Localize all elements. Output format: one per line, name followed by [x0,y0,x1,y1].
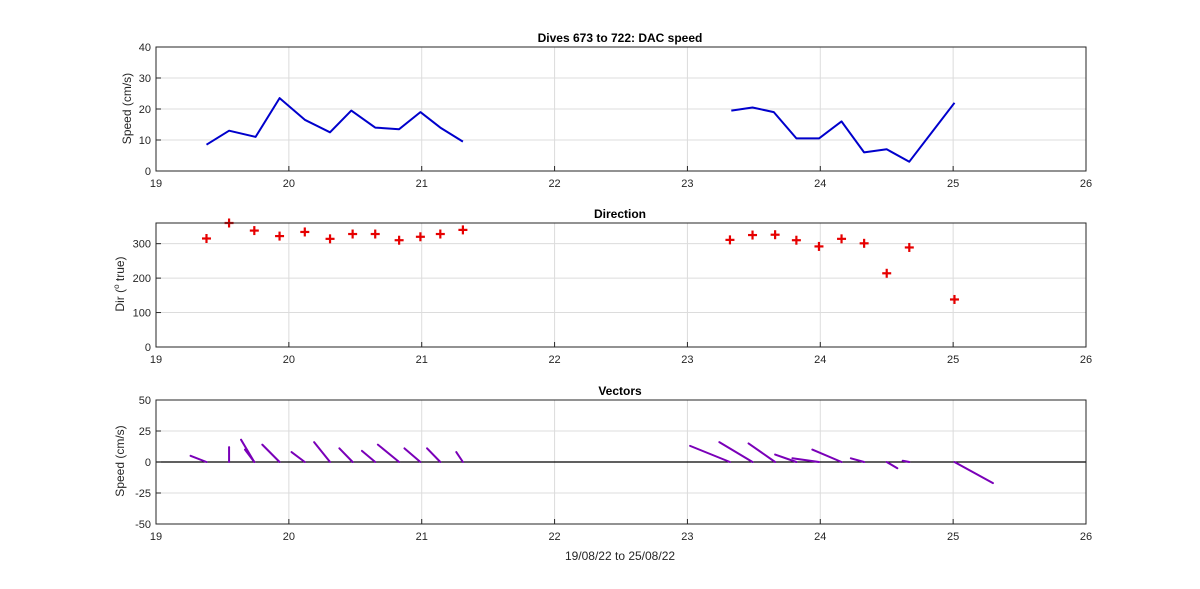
vectors-xlabel: 19/08/22 to 25/08/22 [565,549,675,563]
vector-stick [376,443,401,463]
x-tick-label: 23 [681,354,693,366]
speed-ylabel: Speed (cm/s) [120,73,134,144]
x-tick-label: 22 [548,178,560,190]
y-tick-label: 300 [133,239,151,251]
vector-stick [689,444,731,463]
y-tick-label: 0 [145,457,151,469]
vector-stick [953,461,994,485]
direction-point [949,294,959,304]
y-tick-label: -25 [135,488,151,500]
direction-point [837,234,847,244]
speed-line-segment-1 [205,97,464,146]
x-tick-label: 19 [150,178,162,190]
y-tick-label: 50 [139,395,151,407]
direction-point [394,235,404,245]
direction-point [458,225,468,235]
vector-stick [360,449,377,463]
speed-panel: Dives 673 to 722: DAC speed Speed (cm/s)… [120,31,1092,190]
vector-stick [811,448,843,463]
vector-stick [901,459,911,463]
axes-box [155,222,1087,348]
y-tick-label: 200 [133,273,151,285]
x-tick-label: 19 [150,531,162,543]
x-tick-label: 24 [814,178,826,190]
x-tick-label: 26 [1080,531,1092,543]
speed-title: Dives 673 to 722: DAC speed [538,31,703,45]
x-tick-label: 25 [947,531,959,543]
x-tick-label: 21 [416,354,428,366]
x-tick-label: 23 [681,531,693,543]
x-tick-label: 22 [548,354,560,366]
vector-stick [189,454,208,463]
x-tick-label: 23 [681,178,693,190]
y-tick-label: 0 [145,166,151,178]
y-tick-label: 30 [139,73,151,85]
y-tick-label: 40 [139,42,151,54]
direction-point [325,234,335,244]
direction-ylabel-sup: o [112,284,121,289]
x-tick-label: 26 [1080,178,1092,190]
vector-stick [403,447,422,463]
direction-ylabel-suffix: true) [113,256,127,284]
direction-ylabel: Dir (o true) [112,256,127,311]
vectors-title: Vectors [598,384,642,398]
vectors-panel: Vectors Speed (cm/s) 19/08/22 to 25/08/2… [113,384,1092,563]
direction-point [748,230,758,240]
direction-point [859,238,869,248]
x-tick-label: 24 [814,531,826,543]
x-tick-label: 22 [548,531,560,543]
y-tick-label: 20 [139,104,151,116]
x-tick-label: 20 [283,354,295,366]
vector-stick [791,457,820,463]
x-tick-label: 21 [416,178,428,190]
vector-stick [426,447,442,463]
direction-point [415,232,425,242]
y-tick-label: 10 [139,135,151,147]
direction-point [201,234,211,243]
x-tick-label: 20 [283,178,295,190]
vectors-ylabel: Speed (cm/s) [113,425,127,496]
plot-area [156,223,1086,347]
x-tick-label: 25 [947,354,959,366]
direction-point [791,235,801,245]
direction-point [904,242,914,252]
x-tick-label: 25 [947,178,959,190]
x-tick-label: 19 [150,354,162,366]
vector-stick [290,451,306,463]
direction-point [300,227,310,237]
vector-stick [338,447,354,463]
direction-title: Direction [594,207,646,221]
vector-stick [774,453,798,463]
vector-stick [849,457,866,463]
x-tick-label: 24 [814,354,826,366]
y-tick-label: -50 [135,519,151,531]
direction-point [348,229,358,239]
direction-point [882,268,892,278]
direction-point [770,230,780,240]
direction-point [725,235,735,245]
vector-stick [313,441,332,463]
x-tick-label: 20 [283,531,295,543]
direction-point [814,241,824,251]
direction-point [249,226,259,236]
y-tick-label: 25 [139,426,151,438]
speed-line-segment-2 [731,102,956,163]
vector-stick [885,461,899,470]
direction-point [275,231,285,241]
vector-stick [240,438,256,463]
x-tick-label: 21 [416,531,428,543]
y-tick-label: 0 [145,342,151,354]
direction-point [370,229,380,239]
direction-point [435,229,445,239]
vector-stick [261,443,281,463]
vector-stick [455,451,464,463]
vector-stick [747,442,777,463]
y-tick-label: 100 [133,308,151,320]
direction-panel: Direction Dir (o true) 19 20 21 22 23 24 25 26 0… [112,207,1092,366]
vector-stick [718,441,754,463]
direction-ylabel-prefix: Dir ( [113,289,127,312]
x-tick-label: 26 [1080,354,1092,366]
